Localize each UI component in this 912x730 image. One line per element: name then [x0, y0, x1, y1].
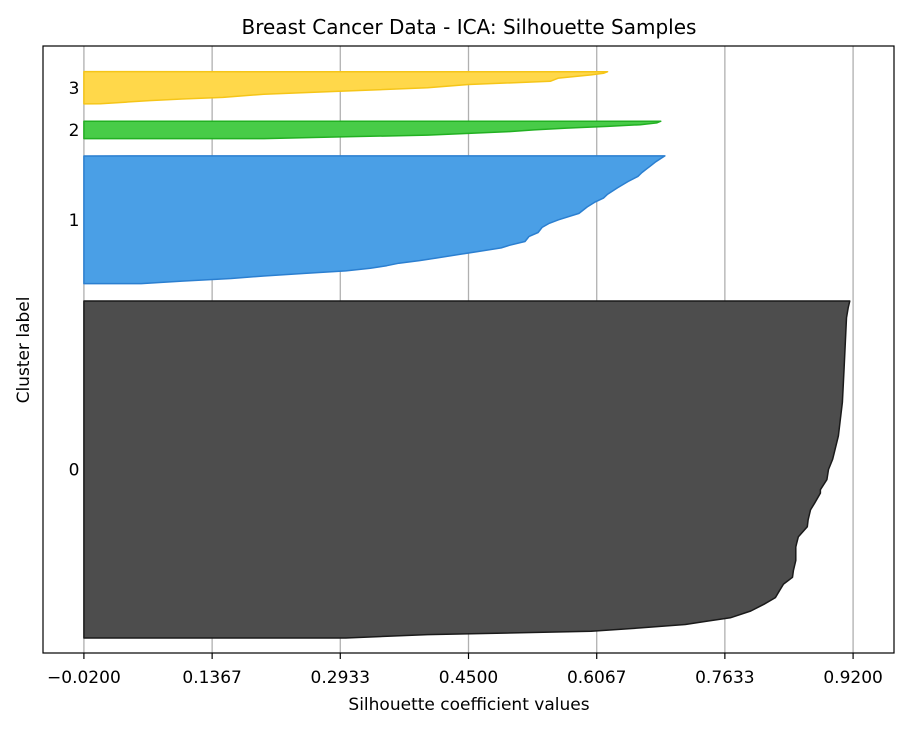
- x-tick-label: 0.2933: [311, 668, 370, 688]
- chart-title: Breast Cancer Data - ICA: Silhouette Sam…: [242, 15, 697, 39]
- x-tick-label: −0.0200: [47, 668, 121, 688]
- x-axis-label: Silhouette coefficient values: [348, 695, 589, 715]
- x-tick-label: 0.4500: [439, 668, 498, 688]
- x-axis-ticks: −0.0200 0.1367 0.2933 0.4500 0.6067 0.7633 0.9…: [47, 653, 883, 688]
- cluster-1-area: [83, 155, 666, 285]
- cluster-label-1: 1: [69, 211, 80, 231]
- cluster-label-2: 2: [69, 121, 80, 141]
- cluster-label-0: 0: [69, 460, 80, 480]
- x-tick-label: 0.6067: [567, 668, 626, 688]
- x-tick-label: 0.9200: [823, 668, 882, 688]
- x-tick-label: 0.1367: [182, 668, 241, 688]
- cluster-0-area: [83, 300, 851, 639]
- x-tick-label: 0.7633: [695, 668, 754, 688]
- cluster-labels: 0 1 2 3: [69, 79, 80, 481]
- cluster-2-area: [83, 120, 662, 140]
- y-axis-label: Cluster label: [14, 297, 34, 404]
- cluster-3-area: [83, 70, 609, 105]
- cluster-label-3: 3: [69, 79, 80, 99]
- cluster-areas: [83, 70, 851, 639]
